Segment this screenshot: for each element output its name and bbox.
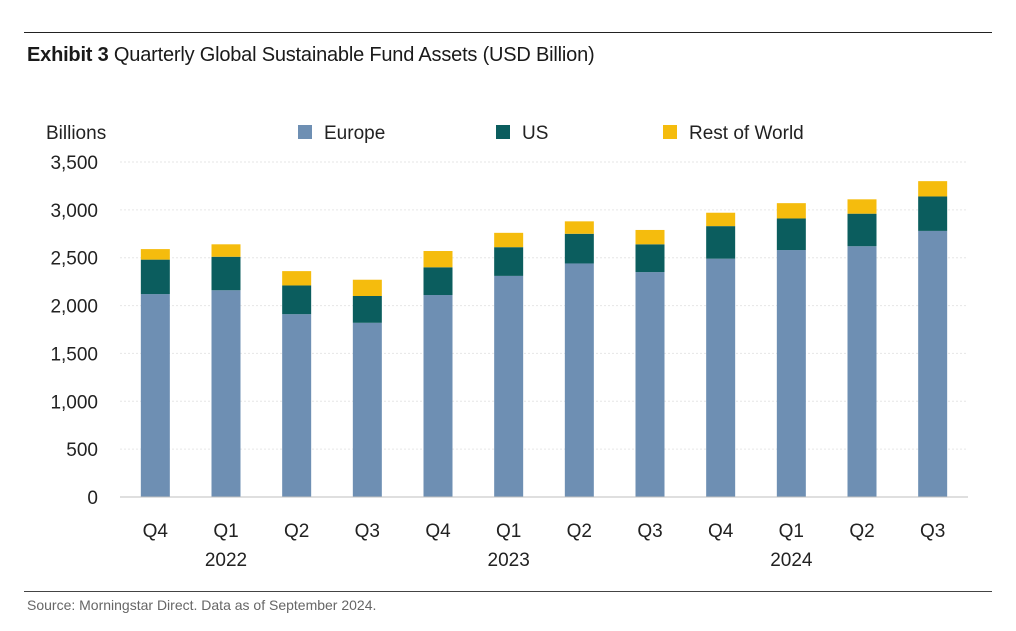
legend-label-us: US <box>522 123 548 144</box>
legend: Europe US Rest of World <box>298 123 804 144</box>
bar-segment-rest-of-world <box>777 203 806 218</box>
y-tick-label: 1,000 <box>50 392 98 413</box>
x-tick-label: Q4 <box>708 521 734 542</box>
x-tick-label: Q3 <box>637 521 662 542</box>
bar-segment-us <box>777 218 806 250</box>
year-label: 2023 <box>488 550 530 571</box>
bar-segment-us <box>848 214 877 247</box>
bar-segment-europe <box>565 263 594 497</box>
bar-segment-rest-of-world <box>848 199 877 213</box>
bar-segment-rest-of-world <box>141 249 170 260</box>
bar-segment-europe <box>212 290 241 497</box>
bar-segment-europe <box>282 314 311 497</box>
source-note: Source: Morningstar Direct. Data as of S… <box>27 597 376 613</box>
legend-swatch-us <box>496 125 510 139</box>
bar-segment-us <box>565 234 594 264</box>
legend-swatch-europe <box>298 125 312 139</box>
y-tick-label: 2,000 <box>50 297 98 318</box>
bar-segment-rest-of-world <box>282 271 311 285</box>
bar-segment-europe <box>777 250 806 497</box>
bar-segment-rest-of-world <box>212 244 241 256</box>
bar-segment-us <box>282 285 311 314</box>
bar-segment-us <box>494 247 523 276</box>
x-tick-label: Q3 <box>920 521 945 542</box>
y-tick-label: 2,500 <box>50 249 98 270</box>
x-tick-label: Q2 <box>849 521 874 542</box>
bar-segment-us <box>141 260 170 294</box>
bar-segment-us <box>424 267 453 295</box>
legend-swatch-rest-of-world <box>663 125 677 139</box>
legend-label-europe: Europe <box>324 123 385 144</box>
x-tick-label: Q3 <box>355 521 380 542</box>
bar-segment-rest-of-world <box>706 213 735 226</box>
y-tick-label: 1,500 <box>50 344 98 365</box>
y-tick-label: 500 <box>66 440 98 461</box>
y-tick-label: 3,000 <box>50 201 98 222</box>
bar-segment-europe <box>706 259 735 497</box>
x-tick-label: Q4 <box>425 521 451 542</box>
legend-label-rest-of-world: Rest of World <box>689 123 804 144</box>
gridlines <box>120 162 968 449</box>
y-axis-title: Billions <box>46 123 106 144</box>
year-label: 2024 <box>770 550 813 571</box>
bar-segment-rest-of-world <box>494 233 523 247</box>
bar-segment-europe <box>141 294 170 497</box>
bar-segment-europe <box>494 276 523 497</box>
x-tick-label: Q1 <box>496 521 521 542</box>
bar-segment-rest-of-world <box>424 251 453 267</box>
bar-segment-rest-of-world <box>353 280 382 296</box>
bar-segment-europe <box>636 272 665 497</box>
year-label: 2022 <box>205 550 247 571</box>
bar-segment-rest-of-world <box>636 230 665 244</box>
bar-segment-rest-of-world <box>565 221 594 233</box>
bar-segment-europe <box>848 246 877 497</box>
bar-segment-us <box>706 226 735 259</box>
bar-segment-us <box>212 257 241 291</box>
x-tick-label: Q4 <box>143 521 169 542</box>
bar-segment-us <box>918 196 947 230</box>
bottom-rule <box>24 591 992 592</box>
bar-segment-rest-of-world <box>918 181 947 196</box>
x-tick-label: Q1 <box>213 521 238 542</box>
bar-segment-us <box>353 296 382 323</box>
bar-segment-europe <box>918 231 947 497</box>
x-tick-label: Q1 <box>779 521 804 542</box>
y-tick-label: 0 <box>87 488 98 509</box>
bar-segment-europe <box>424 295 453 497</box>
x-tick-label: Q2 <box>284 521 309 542</box>
y-tick-label: 3,500 <box>50 153 98 174</box>
bar-segment-us <box>636 244 665 272</box>
x-tick-label: Q2 <box>567 521 592 542</box>
bar-segment-europe <box>353 323 382 497</box>
stacked-bar-chart: 0 500 1,000 1,500 2,000 2,500 3,000 3,500 Billio… <box>0 0 1016 631</box>
